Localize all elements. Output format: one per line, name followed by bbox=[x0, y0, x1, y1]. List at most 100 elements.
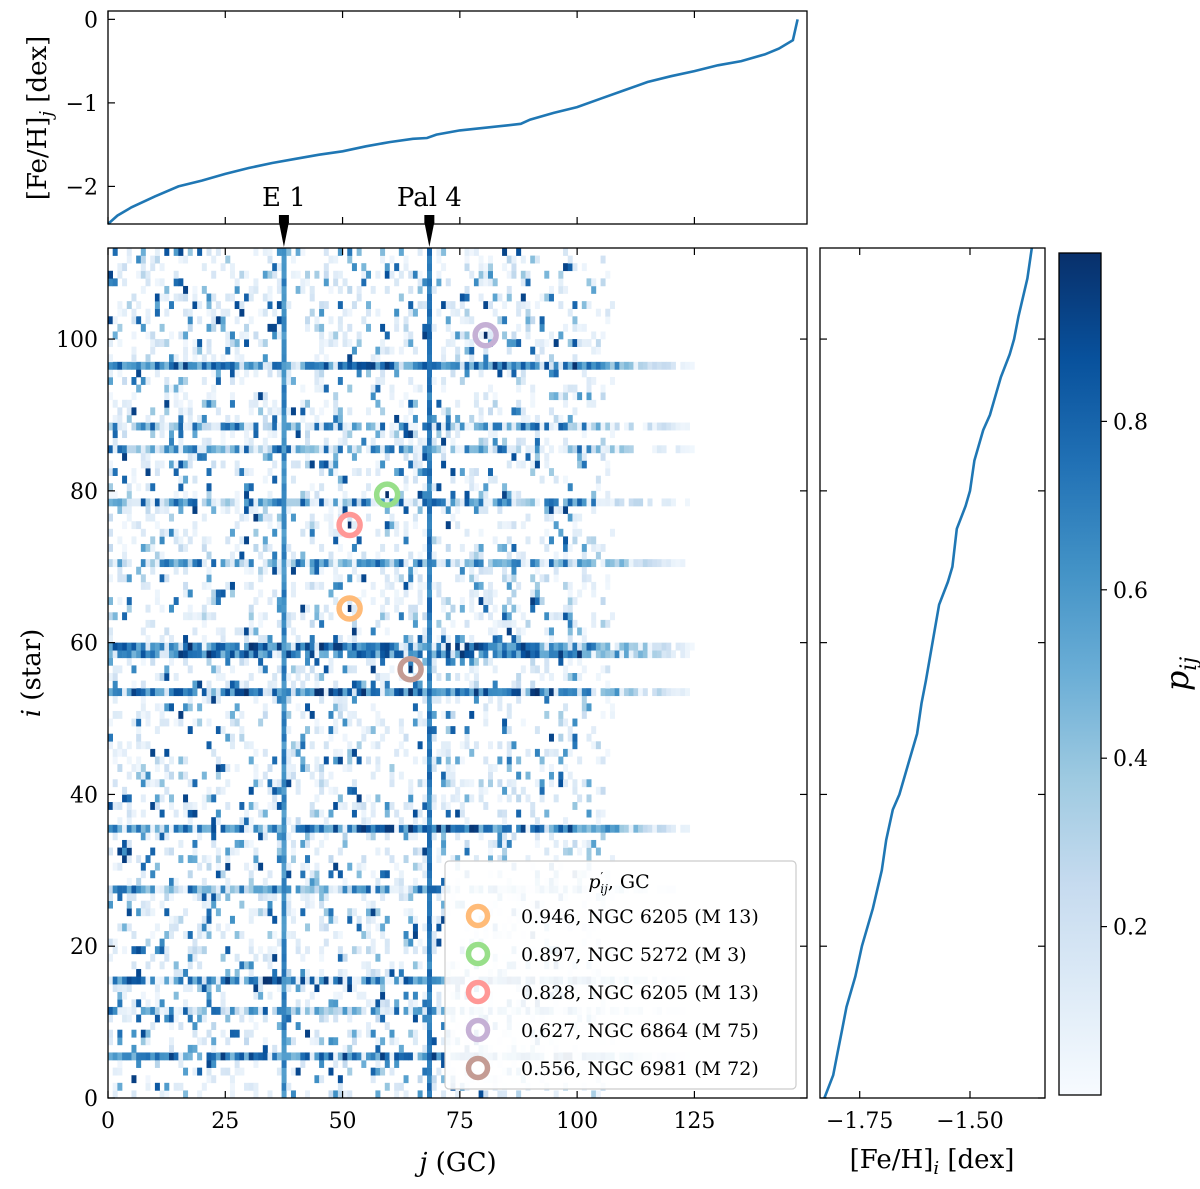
heatmap-cell bbox=[633, 688, 639, 697]
heatmap-cell bbox=[483, 506, 489, 514]
heatmap-cell bbox=[356, 741, 362, 750]
heatmap-cell bbox=[427, 543, 432, 552]
heatmap-cell bbox=[276, 824, 282, 833]
heatmap-cell bbox=[333, 460, 339, 469]
heatmap-cell bbox=[267, 680, 273, 689]
heatmap-cell bbox=[173, 468, 179, 476]
heatmap-cell bbox=[290, 627, 296, 636]
heatmap-cell bbox=[258, 976, 264, 985]
heatmap-cell bbox=[563, 285, 569, 294]
heatmap-cell bbox=[159, 1090, 165, 1098]
heatmap-cell bbox=[455, 354, 461, 363]
heatmap-cell bbox=[455, 786, 461, 795]
annotation-label: Pal 4 bbox=[397, 183, 462, 213]
heatmap-cell bbox=[173, 673, 179, 681]
heatmap-cell bbox=[389, 521, 395, 530]
heatmap-cell bbox=[516, 673, 522, 681]
heatmap-cell bbox=[441, 445, 447, 454]
heatmap-cell bbox=[305, 323, 311, 332]
heatmap-cell bbox=[412, 422, 418, 431]
heatmap-cell bbox=[642, 361, 648, 370]
heatmap-cell bbox=[225, 657, 231, 666]
heatmap-cell bbox=[511, 635, 517, 643]
heatmap-cell bbox=[136, 384, 142, 393]
heatmap-cell bbox=[192, 498, 198, 507]
heatmap-cell bbox=[605, 642, 611, 651]
heatmap-cell bbox=[577, 445, 583, 454]
heatmap-cell bbox=[281, 1029, 287, 1038]
heatmap-cell bbox=[244, 331, 250, 340]
heatmap-cell bbox=[140, 559, 146, 568]
heatmap-cell bbox=[473, 581, 479, 590]
heatmap-cell bbox=[394, 809, 400, 818]
heatmap-cell bbox=[215, 369, 221, 378]
heatmap-cell bbox=[117, 847, 123, 856]
heatmap-cell bbox=[614, 642, 620, 651]
heatmap-cell bbox=[178, 361, 184, 370]
heatmap-cell bbox=[206, 741, 212, 750]
heatmap-cell bbox=[497, 809, 503, 818]
heatmap-cell bbox=[347, 354, 353, 363]
heatmap-cell bbox=[201, 377, 207, 385]
heatmap-cell bbox=[225, 893, 231, 901]
heatmap-cell bbox=[487, 847, 493, 856]
heatmap-cell bbox=[168, 384, 174, 393]
heatmap-cell bbox=[164, 498, 170, 507]
heatmap-cell bbox=[337, 270, 343, 279]
heatmap-cell bbox=[628, 445, 634, 454]
heatmap-cell bbox=[342, 953, 348, 962]
heatmap-cell bbox=[309, 619, 315, 628]
heatmap-cell bbox=[581, 498, 587, 507]
heatmap-cell bbox=[469, 574, 475, 583]
heatmap-cell bbox=[408, 612, 414, 621]
heatmap-cell bbox=[370, 1067, 376, 1076]
heatmap-cell bbox=[577, 627, 583, 636]
heatmap-cell bbox=[595, 756, 601, 765]
heatmap-cell bbox=[337, 824, 343, 833]
heatmap-cell bbox=[122, 748, 128, 757]
heatmap-cell bbox=[473, 855, 479, 864]
heatmap-cell bbox=[206, 786, 212, 795]
heatmap-cell bbox=[192, 285, 198, 294]
heatmap-cell bbox=[656, 824, 662, 833]
heatmap-cell bbox=[178, 650, 184, 659]
heatmap-cell bbox=[366, 468, 372, 476]
heatmap-cell bbox=[154, 498, 160, 507]
heatmap-cell bbox=[122, 506, 128, 514]
heatmap-cell bbox=[136, 718, 142, 727]
heatmap-cell bbox=[192, 938, 198, 947]
heatmap-cell bbox=[234, 976, 240, 985]
heatmap-cell bbox=[150, 931, 156, 939]
heatmap-cell bbox=[511, 263, 517, 272]
heatmap-cell bbox=[187, 399, 193, 408]
heatmap-cell bbox=[281, 597, 287, 605]
heatmap-cell bbox=[173, 976, 179, 985]
heatmap-cell bbox=[647, 642, 653, 651]
heatmap-cell bbox=[445, 361, 451, 370]
heatmap-cell bbox=[323, 908, 329, 917]
heatmap-cell bbox=[328, 1006, 334, 1015]
heatmap-cell bbox=[347, 559, 353, 568]
heatmap-cell bbox=[248, 361, 254, 370]
heatmap-cell bbox=[215, 1052, 221, 1061]
heatmap-cell bbox=[455, 308, 461, 317]
heatmap-cell bbox=[229, 293, 235, 302]
heatmap-cell bbox=[361, 817, 367, 826]
heatmap-cell bbox=[286, 756, 292, 765]
heatmap-cell bbox=[347, 498, 353, 507]
heatmap-cell bbox=[290, 513, 296, 522]
heatmap-cell bbox=[469, 414, 475, 423]
heatmap-cell bbox=[164, 377, 170, 385]
heatmap-cell bbox=[520, 642, 526, 651]
heatmap-cell bbox=[394, 566, 400, 575]
heatmap-cell bbox=[530, 559, 536, 568]
heatmap-cell bbox=[563, 384, 569, 393]
heatmap-cell bbox=[239, 354, 245, 363]
heatmap-cell bbox=[234, 953, 240, 962]
heatmap-cell bbox=[206, 597, 212, 605]
heatmap-cell bbox=[333, 862, 339, 871]
heatmap-cell bbox=[328, 331, 334, 340]
heatmap-cell bbox=[609, 650, 615, 659]
heatmap-cell bbox=[150, 498, 156, 507]
heatmap-cell bbox=[300, 908, 306, 917]
